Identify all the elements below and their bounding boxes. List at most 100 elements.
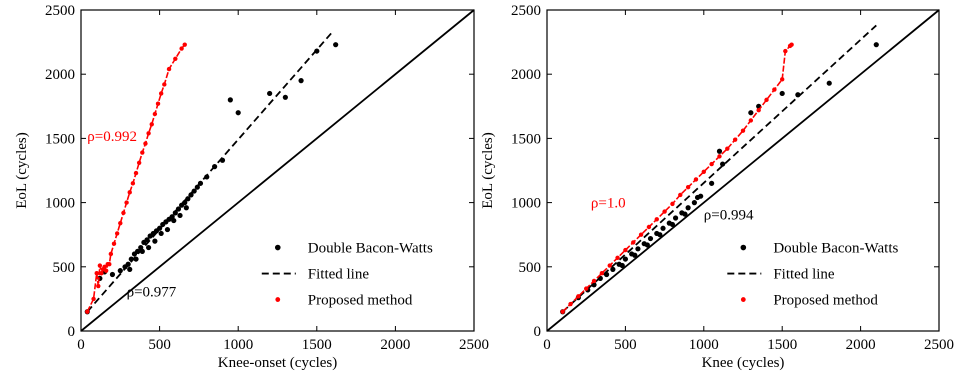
legend-label: Fitted line: [773, 267, 835, 283]
x-tick-label: 1000: [689, 337, 719, 353]
proposed-method-point: [638, 232, 644, 237]
y-tick-label: 2500: [511, 3, 541, 19]
x-axis-label: Knee-onset (cycles): [218, 355, 338, 371]
proposed-method-point: [143, 141, 148, 146]
proposed-method-point: [103, 268, 109, 273]
y-tick-label: 1500: [511, 131, 541, 147]
correlation-annotation: ρ=0.994: [704, 207, 754, 223]
double-bacon-watts-point: [748, 110, 754, 116]
double-bacon-watts-point: [610, 266, 616, 272]
proposed-method-point: [783, 48, 788, 54]
legend-marker-double-bacon-watts: [740, 244, 747, 251]
legend-marker-proposed-method: [275, 297, 281, 302]
double-bacon-watts-point: [709, 180, 715, 186]
proposed-method-point: [725, 146, 730, 151]
double-bacon-watts-point: [682, 211, 688, 217]
correlation-annotation: ρ=1.0: [591, 196, 626, 212]
legend-marker-double-bacon-watts: [274, 244, 281, 251]
double-bacon-watts-point: [691, 200, 697, 206]
x-tick-label: 0: [77, 337, 85, 353]
proposed-method-point: [94, 271, 99, 276]
proposed-method-point: [693, 177, 699, 182]
proposed-method-point: [173, 56, 178, 61]
double-bacon-watts-point: [635, 246, 641, 252]
proposed-method-point: [591, 278, 597, 284]
proposed-method-point: [615, 255, 620, 261]
correlation-annotation: ρ=0.977: [127, 284, 177, 300]
double-bacon-watts-point: [227, 97, 233, 103]
double-bacon-watts-point: [591, 282, 597, 288]
y-tick-label: 1500: [45, 131, 75, 147]
reference-line: [546, 9, 940, 332]
plot-frame: [546, 9, 940, 332]
double-bacon-watts-point: [669, 221, 676, 228]
double-bacon-watts-point: [145, 244, 152, 251]
proposed-method-point: [789, 42, 794, 47]
proposed-method-point: [99, 271, 104, 276]
proposed-method-line: [562, 44, 793, 313]
correlation-annotation: ρ=0.992: [87, 129, 137, 145]
x-tick-label: 500: [148, 337, 171, 353]
double-bacon-watts-point: [177, 212, 183, 219]
double-bacon-watts-point: [622, 256, 629, 262]
proposed-method-point: [158, 91, 164, 96]
y-tick-label: 1000: [511, 196, 541, 212]
proposed-method-point: [133, 170, 139, 176]
proposed-method-point: [631, 240, 636, 245]
proposed-method-point: [97, 263, 103, 268]
proposed-method-point: [780, 77, 785, 82]
plot-frame: [80, 9, 475, 332]
proposed-method-point: [179, 46, 184, 51]
fitted-line: [86, 31, 334, 313]
proposed-method-point: [127, 190, 132, 195]
proposed-method-point: [162, 82, 167, 87]
y-tick-label: 2000: [511, 67, 541, 83]
x-tick-label: 2500: [924, 337, 954, 353]
proposed-method-point: [182, 42, 187, 47]
y-tick-label: 0: [68, 324, 76, 340]
double-bacon-watts-point: [632, 252, 638, 258]
y-tick-label: 500: [53, 260, 76, 276]
double-bacon-watts-point: [235, 110, 241, 116]
proposed-method-point: [709, 161, 714, 167]
double-bacon-watts-point: [647, 235, 654, 242]
proposed-method-point: [732, 137, 738, 142]
double-bacon-watts-point: [171, 217, 177, 224]
proposed-method-point: [772, 87, 777, 92]
double-bacon-watts-point: [185, 196, 191, 202]
proposed-method-point: [107, 262, 112, 267]
proposed-method-point: [96, 283, 101, 289]
legend-label: Fitted line: [308, 267, 370, 283]
proposed-method-point: [740, 128, 746, 133]
x-tick-label: 2000: [380, 337, 410, 353]
legend-label: Double Bacon-Watts: [308, 241, 433, 257]
double-bacon-watts-point: [873, 42, 879, 48]
double-bacon-watts-point: [716, 148, 723, 154]
proposed-method-point: [748, 118, 754, 123]
proposed-method-point: [136, 160, 142, 165]
double-bacon-watts-point: [672, 215, 679, 221]
proposed-method-point: [146, 131, 151, 136]
proposed-method-point: [118, 220, 123, 226]
reference-line: [80, 9, 475, 332]
legend-marker-proposed-method: [740, 297, 746, 302]
right-chart: 0 500 1000 1500 2000 2500 0 500 1000 1500 2000 2500…: [480, 3, 954, 371]
y-tick-label: 500: [519, 260, 542, 276]
left-chart: 0 500 1000 1500 2000 2500 0 500 1000 1500 2000 2500…: [14, 3, 489, 371]
double-bacon-watts-point: [164, 226, 171, 233]
proposed-method-point: [670, 201, 675, 207]
proposed-method-point: [599, 271, 605, 276]
double-bacon-watts-point: [109, 271, 116, 278]
double-bacon-watts-point: [720, 161, 726, 167]
proposed-method-point: [560, 309, 565, 314]
proposed-method-point: [584, 286, 589, 291]
x-tick-label: 0: [543, 337, 551, 353]
x-axis-label: Knee (cycles): [702, 355, 785, 371]
proposed-method-point: [678, 192, 683, 198]
proposed-method-point: [140, 150, 145, 155]
double-bacon-watts-point: [826, 80, 832, 86]
double-bacon-watts-point: [333, 42, 339, 48]
double-bacon-watts-point: [298, 78, 304, 84]
x-tick-label: 2500: [459, 337, 489, 353]
